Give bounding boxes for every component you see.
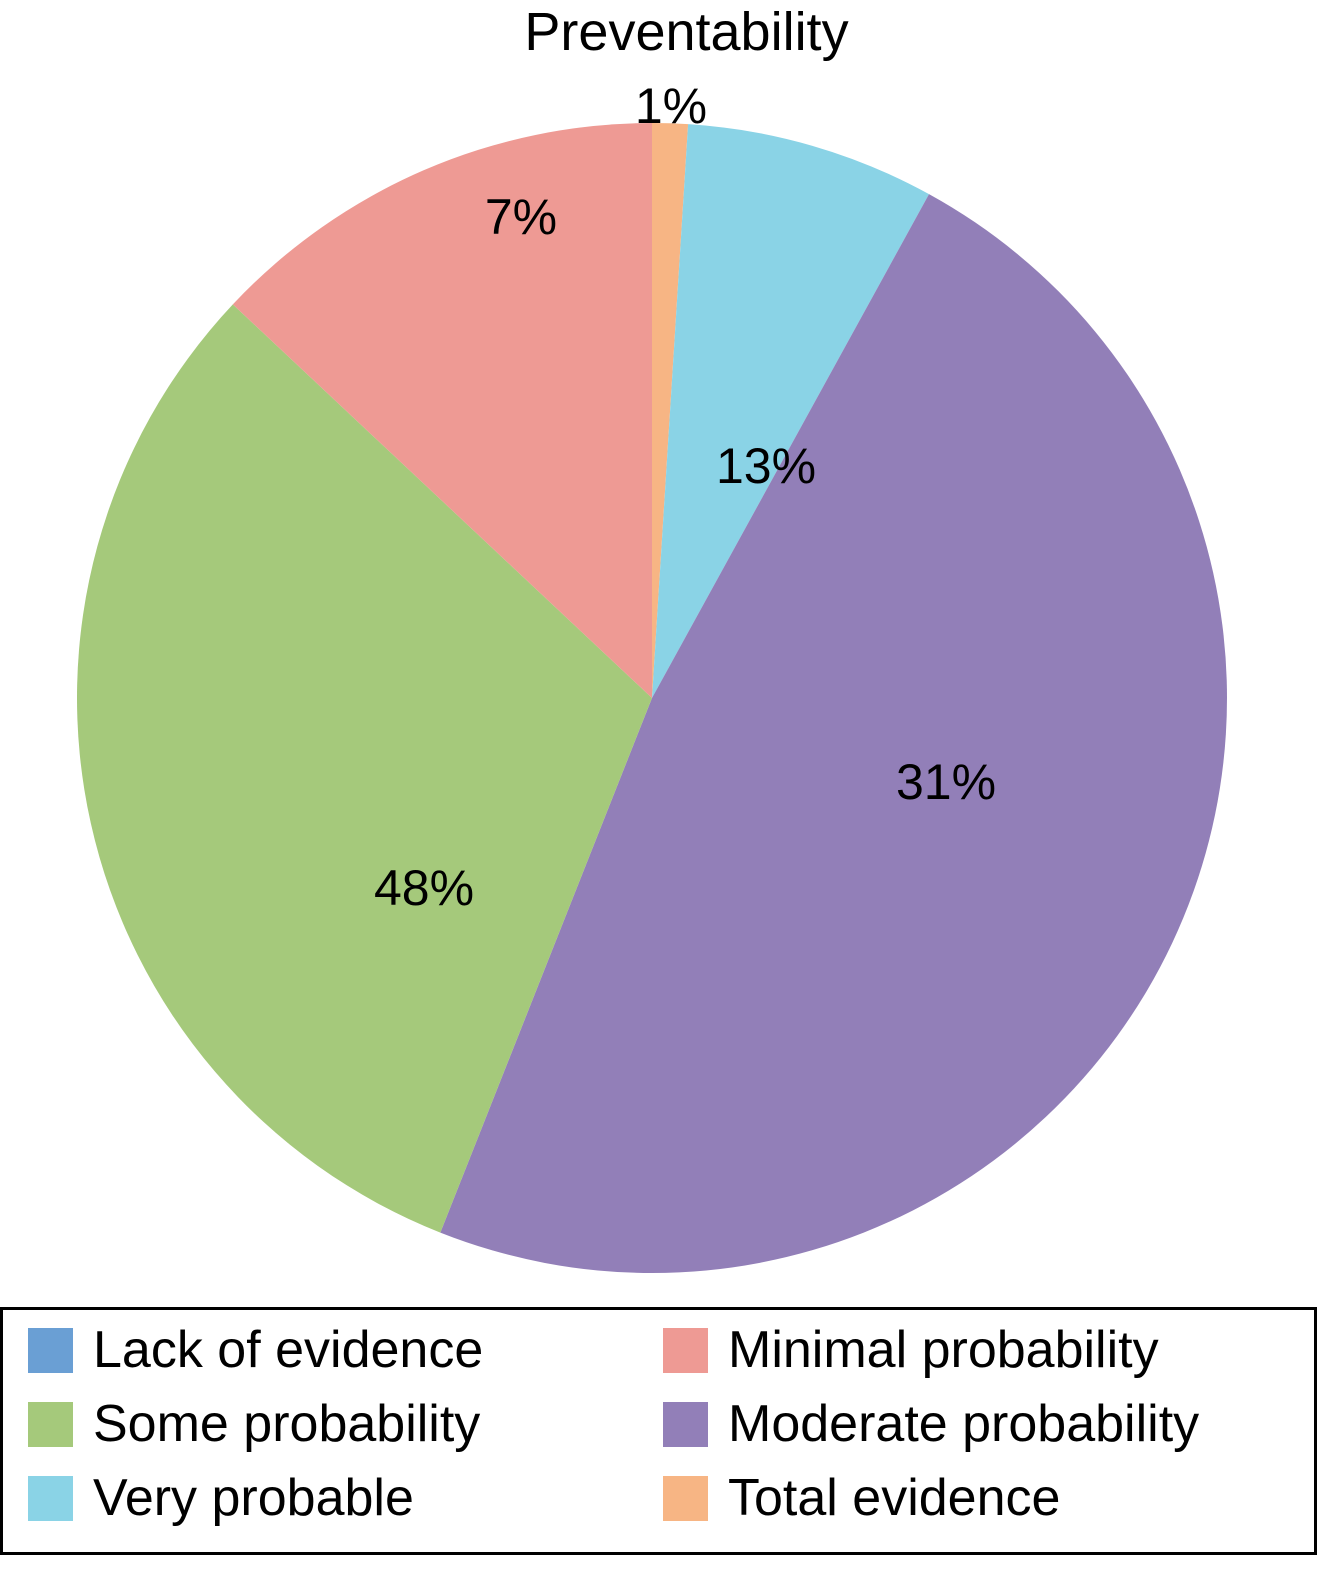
slice-label-total-evidence: 1%	[635, 78, 707, 134]
legend-label-minimal-probability: Minimal probability	[728, 1321, 1159, 1379]
pie-slice-moderate-probability	[440, 194, 1228, 1273]
pie-chart: 1% 7% 48% 31% 13%	[76, 78, 1228, 1273]
legend-label-total-evidence: Total evidence	[728, 1469, 1061, 1527]
legend-item-some-probability: Some probability	[28, 1394, 480, 1454]
slice-label-moderate-probability: 48%	[374, 860, 474, 916]
legend-item-very-probable: Very probable	[28, 1468, 414, 1528]
legend-swatch-lack-of-evidence	[28, 1327, 73, 1373]
legend-label-some-probability: Some probability	[93, 1395, 481, 1453]
pie-slice-some-probability	[76, 304, 652, 1233]
legend-swatch-some-probability	[28, 1401, 73, 1447]
pie-slice-total-evidence	[652, 123, 689, 698]
legend-label-moderate-probability: Moderate probability	[728, 1395, 1200, 1453]
legend-label-lack-of-evidence: Lack of evidence	[93, 1321, 484, 1379]
legend-item-moderate-probability: Moderate probability	[663, 1394, 1199, 1454]
slice-label-some-probability: 31%	[896, 754, 996, 810]
legend-swatch-total-evidence	[663, 1475, 708, 1521]
slice-label-minimal-probability: 13%	[716, 438, 816, 494]
legend-label-very-probable: Very probable	[93, 1469, 414, 1527]
legend-swatch-very-probable	[28, 1475, 73, 1521]
chart-title: Preventability	[524, 2, 849, 62]
legend-swatch-minimal-probability	[663, 1327, 708, 1373]
slice-labels: 1% 7% 48% 31% 13%	[374, 78, 996, 916]
legend: Lack of evidence Minimal probability Som…	[0, 1307, 1317, 1555]
pie-slice-minimal-probability	[232, 123, 653, 698]
legend-item-minimal-probability: Minimal probability	[663, 1320, 1159, 1380]
legend-swatch-moderate-probability	[663, 1401, 708, 1447]
pie-slices	[76, 123, 1228, 1273]
slice-label-very-probable: 7%	[485, 189, 557, 245]
legend-item-lack-of-evidence: Lack of evidence	[28, 1320, 483, 1380]
legend-item-total-evidence: Total evidence	[663, 1468, 1060, 1528]
pie-slice-very-probable	[652, 124, 930, 698]
